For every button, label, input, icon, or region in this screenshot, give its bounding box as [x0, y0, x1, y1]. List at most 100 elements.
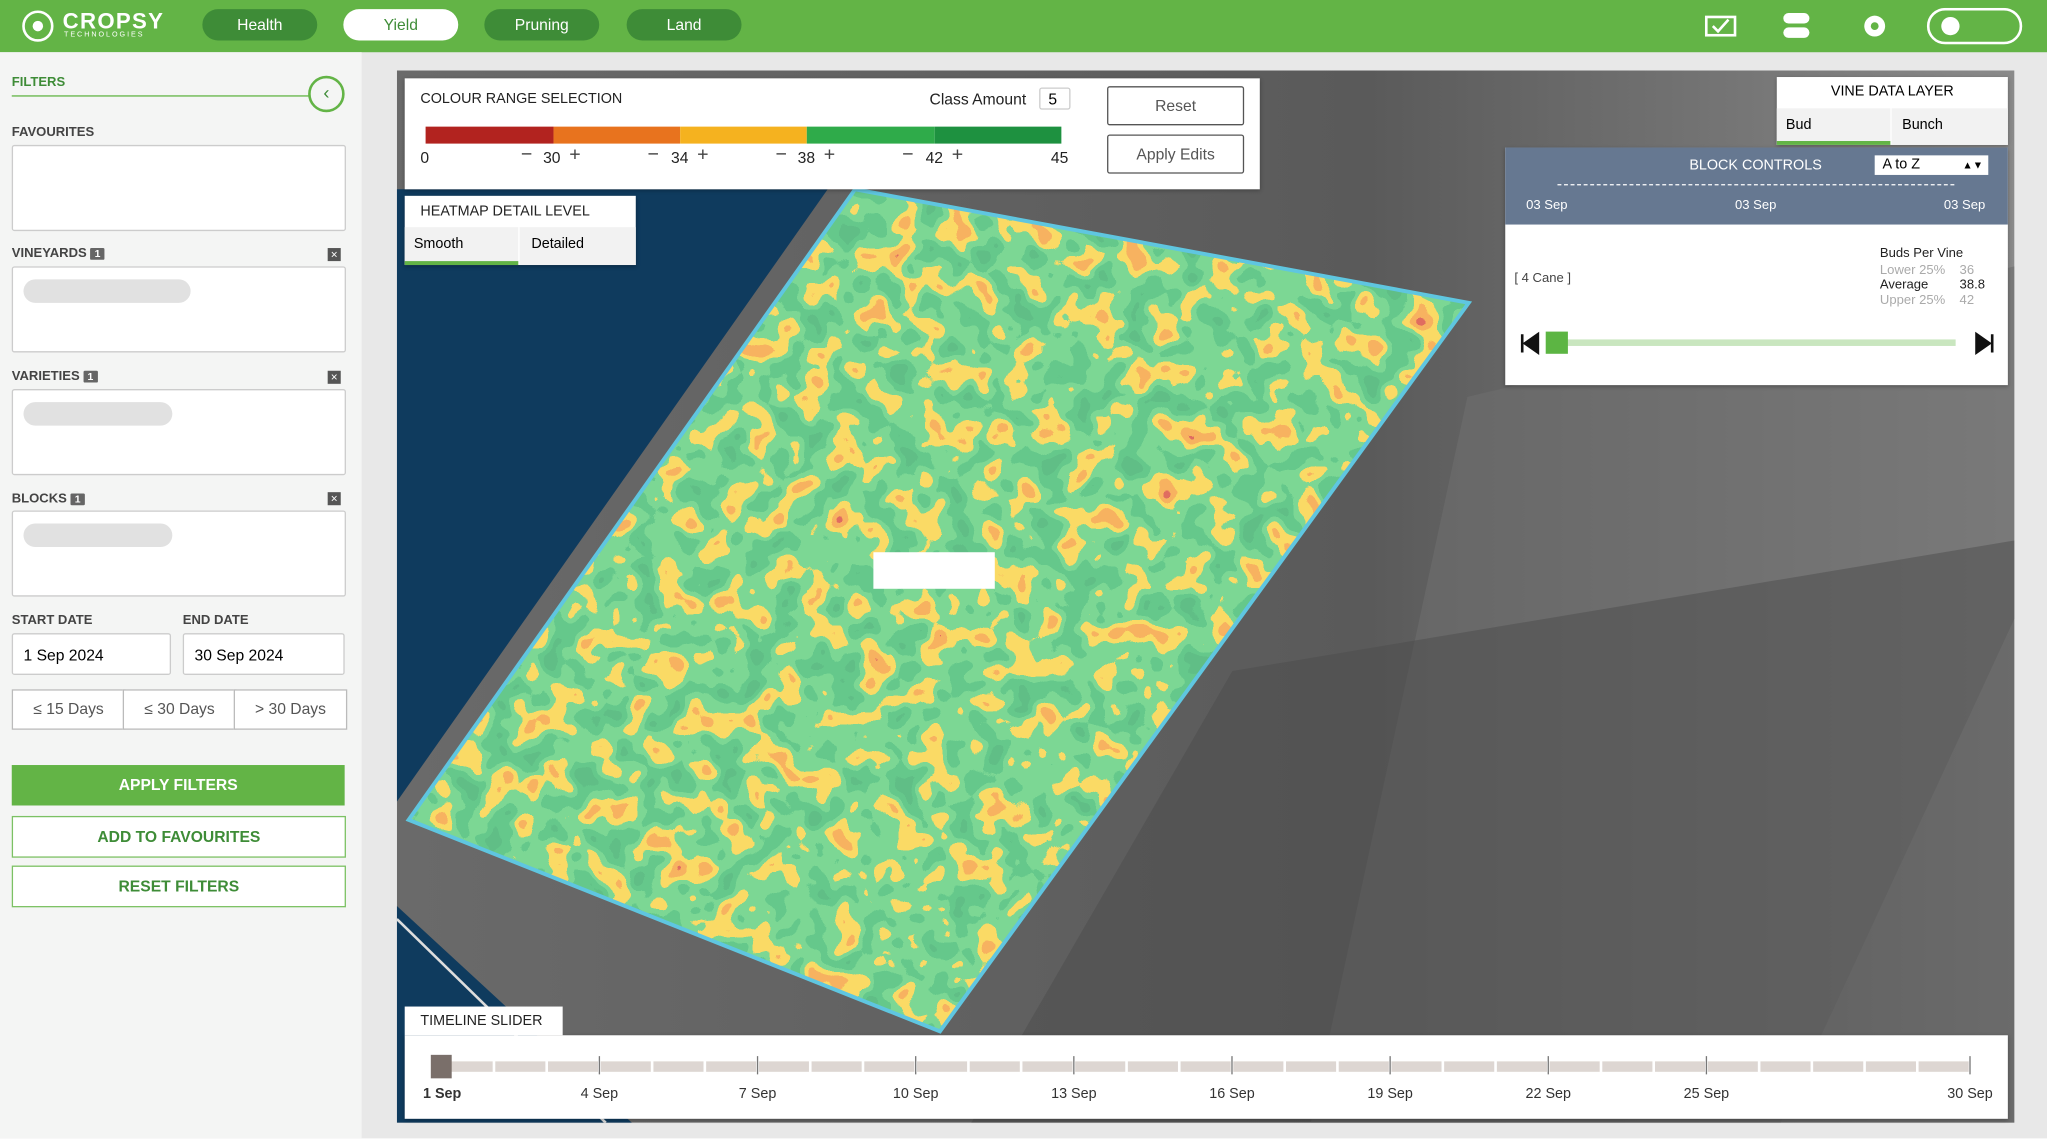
minus[interactable]: −	[520, 143, 533, 166]
layer-tab[interactable]: Bud	[1776, 108, 1891, 145]
label-text: VARIETIES	[11, 369, 80, 384]
add-favourites[interactable]: ADD TO FAVOURITES	[11, 815, 346, 858]
option-tab[interactable]: Detailed	[519, 227, 636, 266]
chip[interactable]	[23, 523, 173, 548]
label: VINEYARDS 1	[12, 247, 105, 261]
date: 03 Sep	[1943, 198, 1986, 213]
block-slider[interactable]	[1518, 328, 2001, 359]
date: 03 Sep	[1526, 198, 1568, 213]
stat-label: Lower 25%	[1879, 263, 1946, 279]
panel-title: COLOUR RANGE SELECTION	[420, 91, 623, 108]
logo-icon	[22, 10, 54, 42]
label-text: VINEYARDS	[11, 246, 87, 262]
favourites-box[interactable]	[11, 144, 346, 232]
tab[interactable]: Health	[202, 9, 318, 41]
stats-title: Buds Per Vine	[1879, 246, 1964, 262]
range-button[interactable]: ≤ 30 Days	[122, 689, 237, 730]
range-button[interactable]: > 30 Days	[233, 689, 348, 730]
minus[interactable]: −	[775, 143, 787, 166]
panel-title: HEATMAP DETAIL LEVEL	[420, 203, 590, 220]
colour-segment	[425, 126, 554, 144]
plus[interactable]: +	[823, 143, 836, 166]
badge: 1	[90, 248, 105, 260]
timeline-label: 10 Sep	[893, 1086, 939, 1102]
label: END DATE	[182, 613, 249, 628]
timeline-handle[interactable]	[430, 1054, 452, 1079]
logo-sub: TECHNOLOGIES	[63, 31, 145, 40]
clear[interactable]: ×	[327, 370, 341, 384]
tab-text: Bud	[1785, 117, 1812, 134]
colour-segment	[553, 126, 681, 144]
option-text: Smooth	[413, 236, 464, 252]
timeline-track[interactable]: 1 Sep 4 Sep 7 Sep 10 Sep 13 Sep 16 Sep 19 Sep 2…	[405, 1035, 2008, 1119]
threshold[interactable]: 30	[543, 148, 561, 168]
colour-segment	[934, 126, 1062, 144]
class-amount[interactable]: 5	[1039, 87, 1071, 110]
badge: 1	[70, 493, 85, 506]
timeline-label: 13 Sep	[1051, 1086, 1097, 1102]
tab[interactable]: Pruning	[484, 9, 600, 41]
reset-button[interactable]: Reset	[1107, 86, 1245, 126]
colour-segment	[680, 126, 807, 144]
panel-title: VINE DATA LAYER	[1830, 83, 1954, 100]
plus[interactable]: +	[951, 143, 964, 166]
header: CROPSY TECHNOLOGIES Health Yield Pruning…	[0, 0, 2047, 53]
threshold: 45	[1050, 148, 1069, 168]
apply-edits-button[interactable]: Apply Edits	[1107, 134, 1245, 174]
sort-text: A to Z	[1882, 156, 1921, 173]
label: START DATE	[11, 613, 93, 628]
stat-label: Upper 25%	[1879, 293, 1946, 309]
select-box[interactable]	[11, 266, 346, 353]
plus[interactable]: +	[697, 143, 709, 166]
reset-filters[interactable]: RESET FILTERS	[11, 865, 346, 908]
date-input[interactable]: 1 Sep 2024	[11, 633, 172, 675]
clear[interactable]: ×	[327, 492, 341, 506]
option-tab[interactable]: Smooth	[404, 227, 519, 266]
label: BLOCKS 1	[12, 492, 85, 507]
date-input[interactable]: 30 Sep 2024	[182, 633, 345, 675]
timeline-label: 1 Sep	[423, 1086, 462, 1102]
track	[441, 1061, 1970, 1072]
threshold: 0	[420, 148, 430, 168]
chip[interactable]	[23, 402, 173, 426]
threshold[interactable]: 42	[925, 148, 944, 168]
threshold[interactable]: 38	[797, 148, 816, 168]
tab[interactable]: Yield	[343, 9, 459, 41]
timeline-label: 30 Sep	[1947, 1086, 1993, 1102]
timeline-label: 25 Sep	[1684, 1086, 1730, 1102]
threshold[interactable]: 34	[671, 148, 689, 168]
layer-tab[interactable]: Bunch	[1891, 108, 2008, 145]
filters-title: FILTERS	[11, 75, 66, 91]
header-icons[interactable]	[1697, 7, 2023, 45]
plus[interactable]: +	[569, 143, 581, 166]
map[interactable]	[396, 70, 2015, 1123]
colour-segment	[806, 126, 935, 144]
timeline-label: 7 Sep	[739, 1086, 777, 1102]
timeline-panel: 1 Sep 4 Sep 7 Sep 10 Sep 13 Sep 16 Sep 19 Sep 2…	[404, 1035, 2008, 1119]
timeline-label: 16 Sep	[1209, 1086, 1255, 1102]
sidebar: FILTERS ‹ FAVOURITES VINEYARDS 1 × VARIET…	[0, 52, 362, 1139]
panel-title: TIMELINE SLIDER	[420, 1013, 543, 1029]
stat-label: Average	[1879, 278, 1929, 293]
tab[interactable]: Land	[626, 9, 742, 41]
clear[interactable]: ×	[327, 248, 341, 262]
date-range-line	[1557, 184, 1955, 186]
timeline-tab: TIMELINE SLIDER	[404, 1006, 563, 1036]
timeline-label: 4 Sep	[581, 1086, 619, 1102]
apply-filters[interactable]: APPLY FILTERS	[11, 765, 345, 806]
block-controls-panel: BLOCK CONTROLS A to Z ▲▼ 03 Sep 03 Sep 03…	[1505, 147, 2008, 386]
chip[interactable]	[23, 279, 191, 303]
stat-value: 36	[1959, 263, 1975, 279]
minus[interactable]: −	[647, 143, 659, 166]
collapse-button[interactable]: ‹	[308, 75, 345, 113]
label: Class Amount	[929, 90, 1027, 109]
select-box[interactable]	[11, 510, 346, 597]
select-box[interactable]	[11, 389, 346, 476]
minus[interactable]: −	[902, 143, 914, 166]
label: VARIETIES 1	[11, 369, 98, 384]
cane: [ 4 Cane ]	[1514, 271, 1571, 286]
sort-select[interactable]: A to Z ▲▼	[1874, 155, 1989, 175]
tab-text: Bunch	[1902, 117, 1943, 134]
range-button[interactable]: ≤ 15 Days	[11, 689, 126, 730]
panel-title: BLOCK CONTROLS	[1689, 157, 1822, 174]
